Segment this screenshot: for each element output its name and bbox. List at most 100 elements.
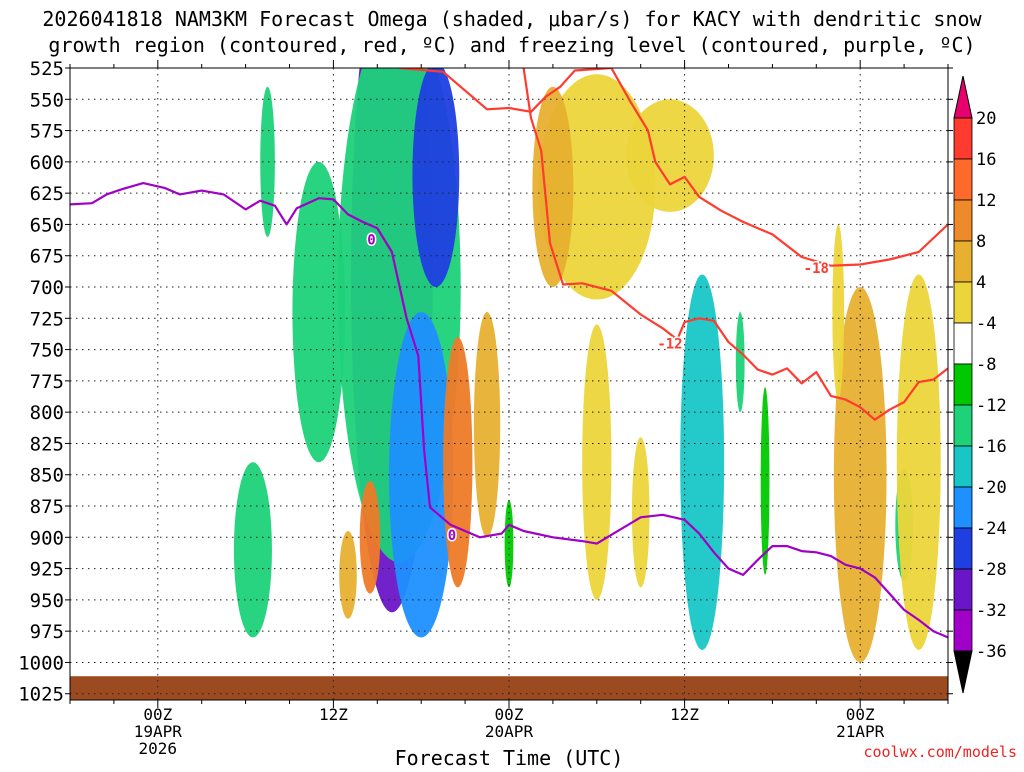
y-tick-label-925: 925 <box>30 559 64 581</box>
dendritic-zone-contours: -18 -12 <box>399 68 948 421</box>
omega-cell-rising-deep-tail <box>389 312 454 638</box>
omega-cell-sinking-low-13z <box>339 531 357 619</box>
colorbar-label--8: -8 <box>976 355 996 375</box>
y-tick-label-950: 950 <box>30 590 64 612</box>
freezing-level-label-0: 0 <box>367 232 375 248</box>
x-tick-label-48-1: 21APR <box>836 722 885 741</box>
omega-cell-sinking-late-21apr <box>833 287 887 663</box>
omega-shading <box>233 68 941 663</box>
x-tick-label-0-0: 00Z <box>143 705 172 724</box>
colorbar-segment-12 <box>953 568 973 611</box>
omega-cell-rising-small-41z <box>760 387 770 575</box>
y-tick-label-625: 625 <box>30 183 64 205</box>
y-tick-label-575: 575 <box>30 121 64 143</box>
x-tick-label-24-1: 20APR <box>485 722 534 741</box>
plot-grid <box>70 68 948 700</box>
omega-cell-sinking-mid-30z <box>582 324 612 600</box>
x-axis-label: Forecast Time (UTC) <box>395 746 624 768</box>
colorbar-segment-5 <box>953 281 973 324</box>
omega-cell-sinking-mid-22z <box>473 312 501 538</box>
y-tick-label-650: 650 <box>30 214 64 236</box>
colorbar-segment-9 <box>953 445 973 488</box>
colorbar-label--4: -4 <box>976 314 996 334</box>
colorbar-segment-7 <box>953 363 973 406</box>
omega-cell-rising-midday-20apr <box>680 274 725 650</box>
omega-cell-rising-low-west <box>233 462 272 638</box>
omega-cell-sinking-mid-33z <box>631 437 650 588</box>
chart-title-line1: 2026041818 NAM3KM Forecast Omega (shaded… <box>42 7 982 31</box>
colorbar-segment-13 <box>953 609 973 652</box>
y-tick-label-600: 600 <box>30 152 64 174</box>
contour-label--18: -18 <box>804 261 829 277</box>
freezing-level-label-1: 0 <box>448 528 456 544</box>
y-tick-label-675: 675 <box>30 246 64 268</box>
colorbar-label--24: -24 <box>976 519 1007 539</box>
x-tick-label-0-2: 2026 <box>139 739 178 758</box>
omega-cell-rising-small-39z <box>735 312 745 413</box>
contour-label--12: -12 <box>657 336 682 352</box>
colorbar-label--28: -28 <box>976 560 1007 580</box>
y-tick-label-850: 850 <box>30 465 64 487</box>
omega-cell-sinking-upper-core <box>532 86 574 288</box>
colorbar-label--36: -36 <box>976 642 1007 662</box>
colorbar-segment-2 <box>953 158 973 201</box>
source-credit: coolwx.com/models <box>863 743 1017 761</box>
colorbar-segment-8 <box>953 404 973 447</box>
y-tick-label-1025: 1025 <box>18 684 64 706</box>
colorbar-label--32: -32 <box>976 601 1007 621</box>
freezing-level-line <box>70 182 948 639</box>
colorbar-label-20: 20 <box>976 109 996 129</box>
colorbar: 20 16 12 8 4 -4 -8 -12 -16 -20 -24 -28 -32 -36 <box>953 75 1007 694</box>
y-tick-label-550: 550 <box>30 89 64 111</box>
colorbar-label--12: -12 <box>976 396 1007 416</box>
omega-cell-rising-upper-column <box>412 68 460 287</box>
colorbar-label--16: -16 <box>976 437 1007 457</box>
terrain-ground <box>70 676 948 700</box>
omega-cell-rising-west-early <box>260 86 275 237</box>
y-tick-label-875: 875 <box>30 496 64 518</box>
omega-cell-sinking-low-15z <box>359 480 381 594</box>
colorbar-segment-6 <box>953 322 973 365</box>
y-tick-label-725: 725 <box>30 308 64 330</box>
contour-minus18 <box>399 68 948 267</box>
y-tick-label-975: 975 <box>30 621 64 643</box>
colorbar-label-16: 16 <box>976 150 996 170</box>
x-tick-label-48-0: 00Z <box>846 705 875 724</box>
colorbar-bottom-arrow <box>953 650 973 694</box>
colorbar-segment-10 <box>953 486 973 529</box>
omega-cell-sinking-east-upper <box>832 224 845 400</box>
colorbar-segment-3 <box>953 199 973 242</box>
colorbar-label--20: -20 <box>976 478 1007 498</box>
colorbar-label-4: 4 <box>976 273 986 293</box>
chart-title-line2: growth region (contoured, red, ºC) and f… <box>48 33 975 57</box>
omega-cell-rising-small-24z <box>504 499 514 588</box>
y-tick-label-900: 900 <box>30 527 64 549</box>
colorbar-segment-4 <box>953 240 973 283</box>
x-tick-label-36-0: 12Z <box>670 705 699 724</box>
y-tick-label-700: 700 <box>30 277 64 299</box>
omega-cell-rising-west-band <box>292 161 346 463</box>
colorbar-segment-11 <box>953 527 973 570</box>
y-tick-label-1000: 1000 <box>18 652 64 674</box>
omega-cell-sinking-upper-east <box>626 99 714 212</box>
ground-fill <box>70 676 948 700</box>
y-tick-label-750: 750 <box>30 340 64 362</box>
x-tick-label-0-1: 19APR <box>134 722 183 741</box>
y-tick-label-825: 825 <box>30 433 64 455</box>
x-tick-label-12-0: 12Z <box>319 705 348 724</box>
omega-cell-sinking-east-edge <box>896 274 941 650</box>
omega-cell-sinking-low-18z <box>443 337 473 588</box>
freezing-level-contour: 00 <box>70 182 948 639</box>
contour-minus12 <box>522 68 948 421</box>
colorbar-label-12: 12 <box>976 191 996 211</box>
y-tick-label-800: 800 <box>30 402 64 424</box>
x-tick-label-24-0: 00Z <box>495 705 524 724</box>
colorbar-segment-1 <box>953 117 973 160</box>
pressure-axis: 525 550 575 600 625 650 675 700 725 750 775 800 825 8… <box>18 58 953 706</box>
y-tick-label-525: 525 <box>30 58 64 80</box>
y-tick-label-775: 775 <box>30 371 64 393</box>
colorbar-label-8: 8 <box>976 232 986 252</box>
